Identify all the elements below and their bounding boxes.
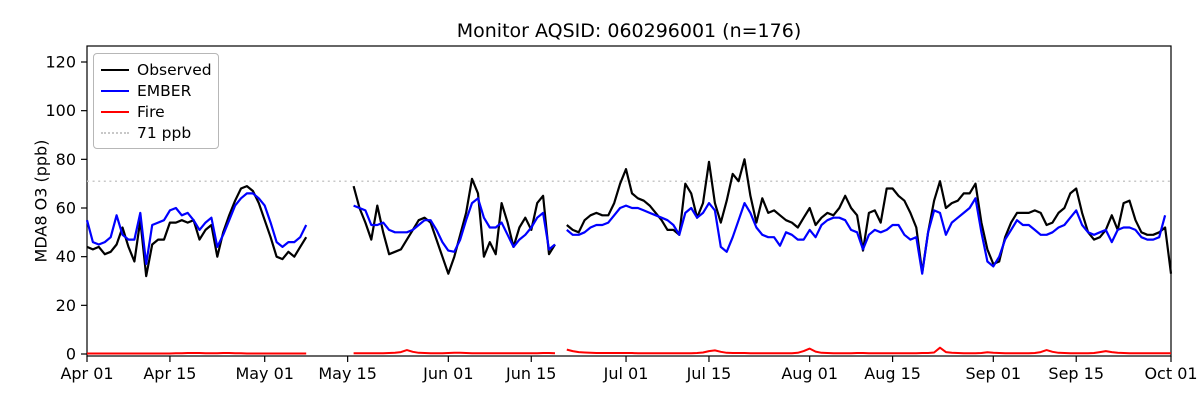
observed-line-segment xyxy=(86,185,308,278)
legend-label-threshold: 71 ppb xyxy=(137,123,192,142)
y-tick-label: 120 xyxy=(45,53,76,72)
threshold-line-sample-icon xyxy=(101,131,129,134)
plot-border xyxy=(86,45,1172,357)
x-tick-label: May 15 xyxy=(318,364,377,383)
chart-title: Monitor AQSID: 060296001 (n=176) xyxy=(456,20,802,42)
x-tick-label: Jun 15 xyxy=(505,364,556,383)
y-tick-label: 20 xyxy=(56,296,76,315)
y-tick-label: 40 xyxy=(56,247,76,266)
x-tick-label: Jun 01 xyxy=(422,364,473,383)
legend-label-fire: Fire xyxy=(137,102,165,121)
y-tick-label: 80 xyxy=(56,150,76,169)
x-axis: Apr 01 Apr 15 May 01 May 15 Jun 01 Jun 15 Jul … xyxy=(60,356,1198,383)
legend-label-ember: EMBER xyxy=(137,81,192,100)
x-tick-label: Apr 15 xyxy=(143,364,196,383)
observed-line-sample-icon xyxy=(101,68,129,71)
observed-line-segment xyxy=(566,158,1173,274)
ember-line-segment xyxy=(353,197,556,253)
x-tick-label: Aug 15 xyxy=(864,364,921,383)
x-tick-label: Jul 15 xyxy=(686,364,732,383)
fire-line xyxy=(87,346,1171,355)
observed-line-segment xyxy=(352,177,556,275)
fire-line-segment xyxy=(566,346,1171,355)
ember-line xyxy=(85,192,1167,275)
y-tick-label: 0 xyxy=(66,345,76,364)
x-tick-label: Oct 01 xyxy=(1144,364,1197,383)
legend-item-threshold: 71 ppb xyxy=(101,122,209,143)
ember-line-sample-icon xyxy=(101,89,129,92)
fire-line-sample-icon xyxy=(101,110,129,113)
x-tick-label: Sep 15 xyxy=(1048,364,1104,383)
fire-line-segment xyxy=(87,352,307,355)
legend-item-observed: Observed xyxy=(101,59,212,80)
legend-item-ember: EMBER xyxy=(101,80,209,101)
y-tick-label: 100 xyxy=(45,101,76,120)
y-tick-label: 60 xyxy=(56,199,76,218)
x-tick-label: Aug 01 xyxy=(781,364,838,383)
y-axis-label: MDA8 O3 (ppb) xyxy=(31,139,51,263)
x-tick-label: Sep 01 xyxy=(965,364,1021,383)
y-axis: 0 20 40 60 80 100 120 xyxy=(45,53,87,364)
x-tick-label: Apr 01 xyxy=(60,364,113,383)
x-tick-label: May 01 xyxy=(235,364,294,383)
legend-label-observed: Observed xyxy=(137,60,212,79)
fire-line-segment xyxy=(353,349,556,355)
x-tick-label: Jul 01 xyxy=(603,364,649,383)
ember-line-segment xyxy=(85,192,308,266)
ember-line-segment xyxy=(566,197,1167,275)
legend: Observed EMBER Fire 71 ppb xyxy=(93,53,219,149)
observed-line xyxy=(86,158,1173,278)
legend-item-fire: Fire xyxy=(101,101,209,122)
